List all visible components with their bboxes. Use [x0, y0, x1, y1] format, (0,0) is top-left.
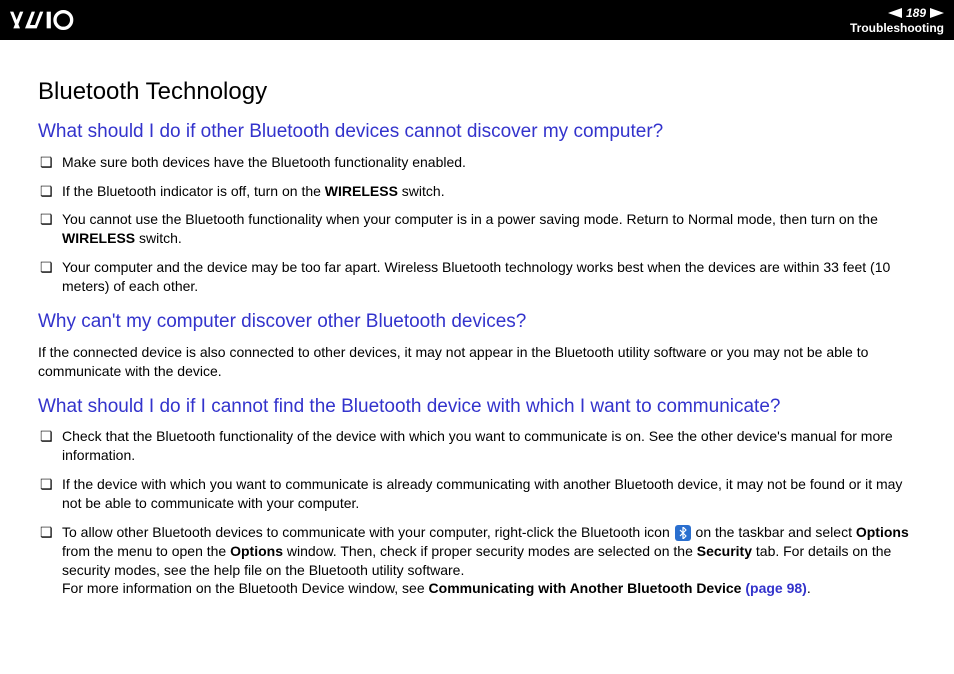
question-3-heading: What should I do if I cannot find the Bl…	[38, 395, 916, 420]
list-item: Check that the Bluetooth functionality o…	[38, 427, 916, 465]
question-1-heading: What should I do if other Bluetooth devi…	[38, 120, 916, 145]
text: from the menu to open the	[62, 543, 230, 559]
header-right: 189 Troubleshooting	[850, 6, 944, 35]
bluetooth-icon	[675, 525, 691, 541]
bold-text: Communicating with Another Bluetooth Dev…	[429, 580, 746, 596]
content-area: Bluetooth Technology What should I do if…	[0, 40, 954, 628]
text: on the taskbar and select	[692, 524, 856, 540]
text: For more information on the Bluetooth De…	[62, 580, 429, 596]
bold-text: Options	[856, 524, 909, 540]
text: Make sure both devices have the Bluetoot…	[62, 154, 466, 170]
text: Check that the Bluetooth functionality o…	[62, 428, 893, 463]
list-item: If the device with which you want to com…	[38, 475, 916, 513]
q2-paragraph: If the connected device is also connecte…	[38, 343, 916, 381]
page-link[interactable]: (page 98)	[745, 580, 806, 596]
text: window. Then, check if proper security m…	[283, 543, 697, 559]
page-header: 189 Troubleshooting	[0, 0, 954, 40]
text: switch.	[398, 183, 445, 199]
vaio-logo	[10, 10, 110, 30]
text: .	[807, 580, 811, 596]
text: Your computer and the device may be too …	[62, 259, 890, 294]
bold-text: WIRELESS	[325, 183, 398, 199]
bold-text: Security	[697, 543, 752, 559]
bold-text: WIRELESS	[62, 230, 135, 246]
list-item: If the Bluetooth indicator is off, turn …	[38, 182, 916, 201]
section-name: Troubleshooting	[850, 21, 944, 35]
q1-bullet-list: Make sure both devices have the Bluetoot…	[38, 153, 916, 296]
page-navigation: 189	[888, 6, 944, 20]
bold-text: Options	[230, 543, 283, 559]
prev-page-arrow[interactable]	[888, 8, 902, 18]
text: If the device with which you want to com…	[62, 476, 902, 511]
list-item: To allow other Bluetooth devices to comm…	[38, 523, 916, 599]
text: switch.	[135, 230, 182, 246]
text: To allow other Bluetooth devices to comm…	[62, 524, 674, 540]
q3-bullet-list: Check that the Bluetooth functionality o…	[38, 427, 916, 598]
list-item: You cannot use the Bluetooth functionali…	[38, 210, 916, 248]
list-item: Make sure both devices have the Bluetoot…	[38, 153, 916, 172]
list-item: Your computer and the device may be too …	[38, 258, 916, 296]
main-title: Bluetooth Technology	[38, 78, 916, 106]
text: If the Bluetooth indicator is off, turn …	[62, 183, 325, 199]
next-page-arrow[interactable]	[930, 8, 944, 18]
text: You cannot use the Bluetooth functionali…	[62, 211, 878, 227]
page-number: 189	[906, 6, 926, 20]
question-2-heading: Why can't my computer discover other Blu…	[38, 310, 916, 335]
